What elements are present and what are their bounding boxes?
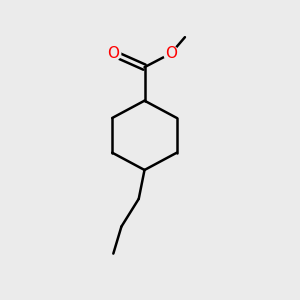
Text: O: O (107, 46, 119, 61)
Circle shape (106, 46, 121, 61)
Circle shape (164, 46, 178, 61)
Text: O: O (165, 46, 177, 61)
